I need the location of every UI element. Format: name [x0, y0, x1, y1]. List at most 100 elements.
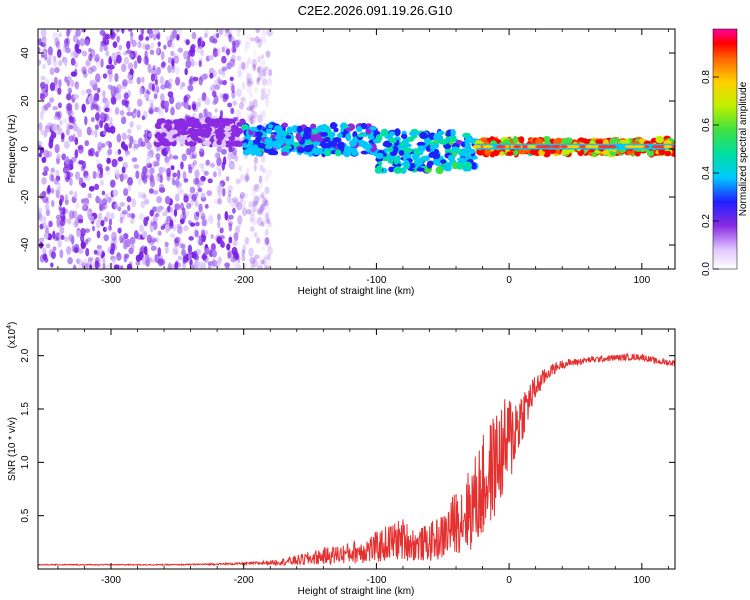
spectrogram-noise-cell: [254, 183, 260, 193]
spectrogram-noise-cell: [219, 227, 224, 234]
spectrogram-noise-cell: [111, 52, 117, 62]
spectrogram-noise-cell: [135, 261, 141, 266]
spectrogram-noise-cell: [222, 79, 227, 86]
spectrogram-noise-cell: [172, 217, 177, 223]
spectrogram-signal-cell: [419, 131, 428, 140]
spectrogram-signal-cell: [437, 130, 445, 136]
spectrogram-signal-cell: [387, 146, 394, 153]
spectrogram-signal-cell: [169, 129, 179, 135]
spectrogram-noise-cell: [127, 29, 133, 32]
spectrogram-signal-cell: [389, 131, 396, 137]
spectrogram-noise-cell: [228, 34, 232, 43]
spectrogram-noise-cell: [131, 213, 136, 219]
spectrogram-noise-cell: [104, 225, 111, 232]
spectrogram-signal-cell: [320, 131, 328, 137]
spectrogram-signal-cell: [325, 142, 332, 149]
spectrogram-signal-cell: [247, 139, 254, 148]
spectrogram-noise-cell: [244, 172, 250, 182]
spectrogram-noise-cell: [247, 80, 254, 87]
spectrogram-signal-cell: [324, 136, 331, 143]
spectrogram-noise-cell: [60, 215, 66, 222]
spectrogram-signal-cell: [406, 136, 415, 142]
spectrogram-noise-cell: [52, 246, 57, 252]
spectrogram-signal-cell: [440, 139, 449, 145]
spectrogram-noise-cell: [244, 40, 251, 48]
spectrogram-peak-cell: [663, 145, 673, 149]
spectrogram-noise-cell: [156, 47, 160, 54]
spectrogram-noise-cell: [102, 226, 108, 232]
spectrogram-signal-cell: [249, 126, 256, 131]
spectrogram-noise-cell: [139, 224, 144, 233]
spectrogram-noise-cell: [46, 101, 52, 108]
spectrogram-noise-cell: [84, 238, 89, 245]
spectrogram-noise-cell: [212, 38, 218, 44]
spectrogram-noise-cell: [129, 236, 136, 245]
spectrogram-noise-cell: [236, 29, 242, 33]
spectrogram-signal-cell: [365, 128, 372, 135]
spectrogram-noise-cell: [182, 171, 187, 180]
spectrogram-signal-cell: [323, 149, 333, 157]
spectrogram-noise-cell: [181, 248, 186, 257]
spectrogram-noise-cell: [187, 193, 193, 199]
spectrogram-noise-cell: [118, 234, 125, 243]
spectrogram-noise-cell: [153, 93, 158, 99]
spectrogram-noise-cell: [264, 236, 270, 246]
snr-y-axis-label: SNR (10 * v/v): [7, 417, 18, 481]
spectrogram-noise-cell: [65, 157, 70, 165]
spectrogram-noise-cell: [39, 224, 44, 230]
spectrogram-noise-cell: [144, 198, 150, 205]
spectrogram-noise-cell: [58, 32, 62, 38]
spectrogram-signal-cell: [312, 141, 321, 146]
spectrogram-noise-cell: [138, 177, 142, 186]
spectrogram-signal-cell: [470, 155, 478, 160]
spectrogram-noise-cell: [53, 114, 60, 121]
spectrogram-noise-cell: [124, 99, 130, 105]
spectrogram-noise-cell: [99, 112, 106, 122]
spectrogram-noise-cell: [246, 106, 252, 111]
spectrogram-noise-cell: [157, 258, 164, 267]
spectrogram-signal-cell: [400, 133, 408, 139]
spectrogram-noise-cell: [246, 112, 251, 118]
spectrogram-noise-cell: [257, 39, 262, 48]
spectrogram-noise-cell: [172, 155, 179, 160]
spectrogram-signal-cell: [283, 145, 292, 150]
spectrogram-noise-cell: [232, 196, 238, 204]
spectrogram-noise-cell: [38, 37, 42, 46]
spectrogram-noise-cell: [86, 126, 92, 136]
spectrogram-noise-cell: [196, 101, 201, 108]
spectrogram-noise-cell: [110, 96, 117, 105]
spectrogram-noise-cell: [66, 29, 70, 37]
spectrogram-signal-cell: [155, 131, 161, 138]
spectrogram-noise-cell: [148, 107, 154, 115]
spectrogram-noise-cell: [60, 132, 65, 140]
spectrogram-noise-cell: [218, 182, 223, 191]
spectrogram-signal-cell: [160, 132, 167, 138]
spectrogram-noise-cell: [64, 236, 69, 243]
spectrogram-noise-cell: [142, 173, 148, 184]
spectrogram-noise-cell: [106, 196, 112, 204]
spectrogram-signal-cell: [457, 157, 466, 162]
spectrogram-signal-cell: [345, 133, 352, 142]
spectrogram-noise-cell: [165, 219, 169, 226]
spectrogram-noise-cell: [69, 177, 73, 186]
spectrogram-noise-cell: [158, 166, 164, 174]
spectrogram-noise-cell: [227, 251, 232, 259]
spectrogram-noise-cell: [57, 127, 63, 135]
spectrogram-noise-cell: [93, 56, 99, 62]
spectrogram-noise-cell: [217, 197, 222, 205]
spectrogram-signal-cell: [393, 156, 399, 165]
spectrogram-noise-cell: [108, 64, 115, 70]
spectrogram-noise-cell: [50, 131, 57, 139]
spectrogram-noise-cell: [264, 174, 269, 183]
spectrogram-noise-cell: [131, 157, 138, 163]
spectrogram-noise-cell: [198, 203, 203, 213]
spectrogram-noise-cell: [54, 85, 59, 92]
spectrogram-noise-cell: [241, 61, 246, 71]
spectrogram-noise-cell: [104, 107, 110, 113]
spectrogram-noise-cell: [183, 102, 190, 110]
spectrogram-noise-cell: [238, 222, 242, 228]
spectrogram-signal-cell: [492, 149, 500, 157]
spectrogram-noise-cell: [168, 264, 175, 269]
spectrogram-noise-cell: [244, 237, 249, 245]
spectrogram-noise-cell: [61, 214, 66, 222]
